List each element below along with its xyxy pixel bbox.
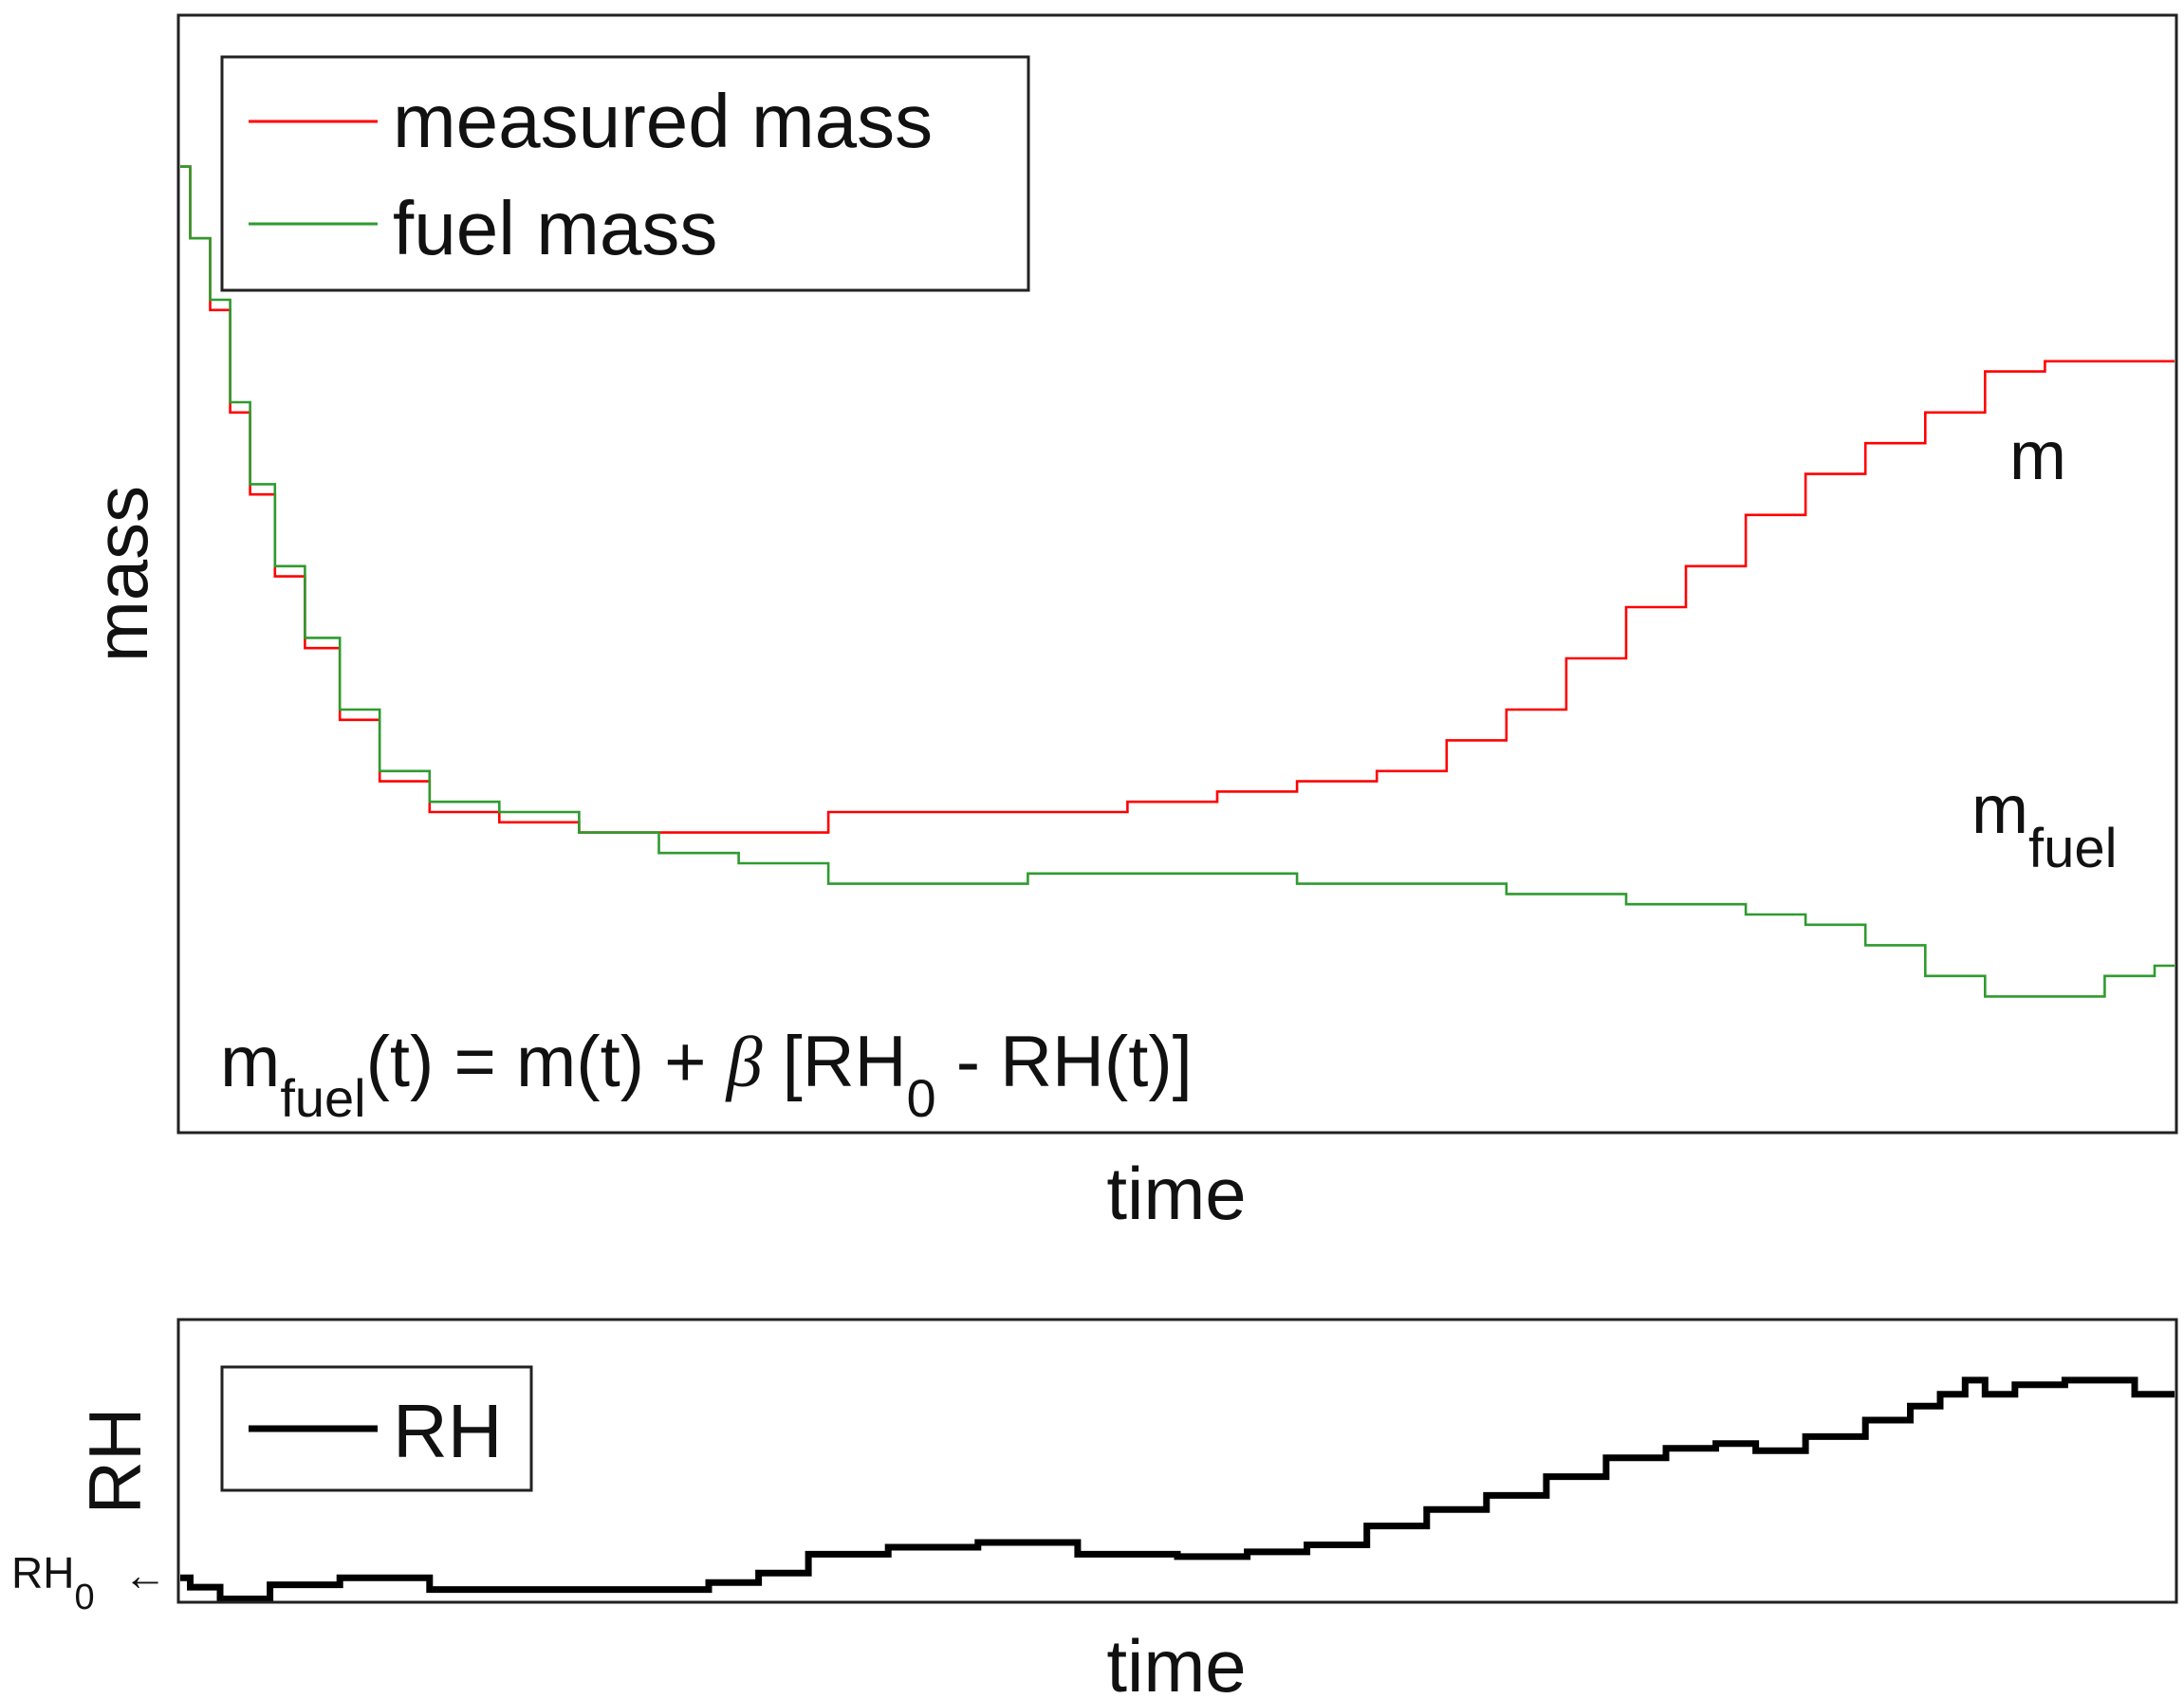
rh0-sub: 0 bbox=[74, 1578, 94, 1617]
eq-sub-0: 0 bbox=[906, 1068, 935, 1128]
top-x-axis-label: time bbox=[1106, 1152, 1246, 1235]
annotation-mfuel: mfuel bbox=[1971, 772, 2118, 879]
top-panel: measured mass fuel mass m mfuel mfuel(t)… bbox=[80, 13, 2178, 1235]
eq-sub-fuel: fuel bbox=[280, 1068, 365, 1128]
equation-annotation: mfuel(t) = m(t) + β [RH0 - RH(t)] bbox=[220, 1022, 1193, 1128]
rh0-label: RH0 bbox=[11, 1548, 95, 1617]
top-y-axis-label: mass bbox=[80, 486, 163, 662]
top-plot-frame bbox=[176, 13, 2178, 1135]
bottom-series-layer bbox=[180, 1376, 2175, 1602]
series-line-measured-mass bbox=[180, 165, 2175, 834]
legend-label-measured-mass: measured mass bbox=[393, 79, 933, 163]
annotation-m: m bbox=[2009, 418, 2066, 494]
top-series-layer bbox=[180, 165, 2175, 998]
annotation-mfuel-sub: fuel bbox=[2028, 818, 2118, 879]
top-legend: measured mass fuel mass bbox=[220, 55, 1030, 292]
rh0-arrow-icon: ← bbox=[123, 1550, 167, 1599]
bottom-x-axis-label: time bbox=[1106, 1624, 1246, 1699]
legend-label-fuel-mass: fuel mass bbox=[393, 186, 717, 270]
eq-beta: β bbox=[725, 1023, 763, 1102]
eq-mid: (t) = m(t) + bbox=[366, 1022, 727, 1102]
bottom-y-axis-label: RH bbox=[73, 1408, 157, 1515]
rh0-base: RH bbox=[11, 1548, 74, 1597]
annotation-mfuel-base: m bbox=[1971, 772, 2028, 848]
legend-label-rh: RH bbox=[393, 1389, 503, 1473]
series-line-rh bbox=[180, 1376, 2175, 1602]
bottom-legend: RH bbox=[220, 1365, 533, 1492]
bottom-plot-frame bbox=[176, 1318, 2178, 1604]
bottom-panel: RH RH0 ← time RH bbox=[11, 1318, 2178, 1699]
eq-rh: [RH bbox=[762, 1022, 906, 1102]
eq-tail: - RH(t)] bbox=[936, 1022, 1193, 1102]
eq-m: m bbox=[220, 1022, 280, 1102]
top-legend-box bbox=[220, 55, 1030, 292]
series-line-fuel-mass bbox=[180, 165, 2175, 998]
